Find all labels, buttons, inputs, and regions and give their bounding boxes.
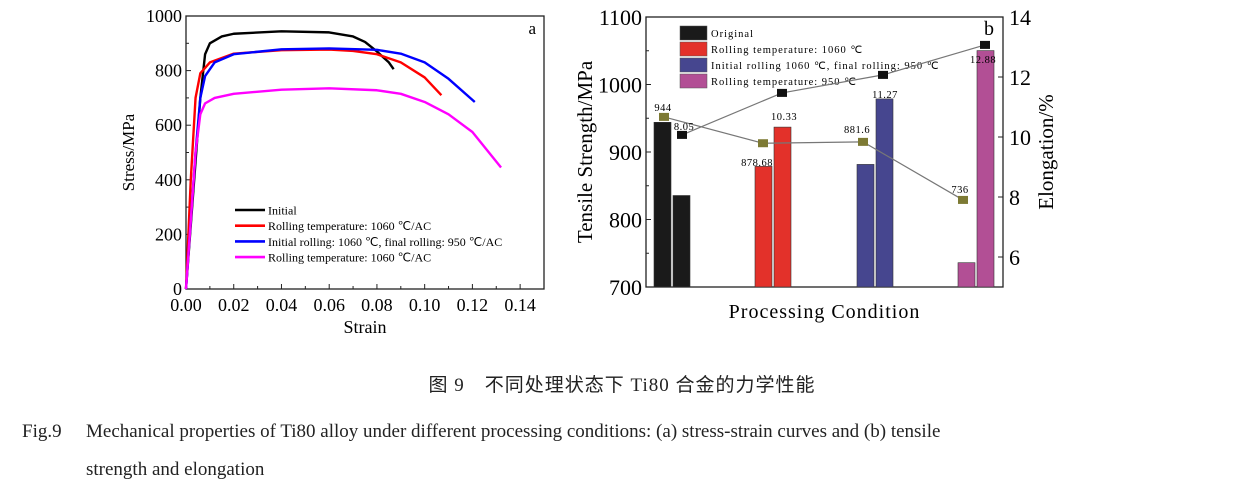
strength-bar-4 [957,262,976,288]
strength-bar-3 [856,164,875,288]
strength-marker-3 [858,137,868,146]
y-tick-label: 800 [155,61,182,81]
elongation-marker-2 [777,88,787,97]
figure: 0.00 0.02 0.04 0.06 0.08 0.10 0.12 0.14 0 200 400 6… [119,5,1058,337]
strength-bar-1 [653,122,672,288]
strength-data-label: 881.6 [844,125,870,136]
y-tick-label: 200 [155,224,182,244]
legend-label-2: Rolling temperature: 1060 ℃ [711,45,863,56]
strength-marker-2 [758,139,768,148]
caption-line-2: strength and elongation [86,459,265,480]
legend-swatch-4 [679,73,708,89]
y-tick-label: 900 [609,140,642,165]
elongation-marker-4 [980,40,990,49]
y-tick-label: 800 [609,208,642,233]
caption-chinese: 图 9 不同处理状态下 Ti80 合金的力学性能 [428,375,816,396]
stress-strain-chart: 0.00 0.02 0.04 0.06 0.08 0.10 0.12 0.14 0 200 400 6… [119,6,545,337]
y2-axis-label: Elongation/% [1034,94,1058,209]
strength-marker-1 [659,112,669,121]
strength-data-label: 944 [654,103,672,114]
strength-data-label: 736 [951,185,968,196]
x-tick-label: 0.14 [504,295,536,315]
elongation-data-label: 8.05 [674,122,694,133]
series-line-1 [184,30,395,290]
panel-label: b [984,18,994,40]
x-tick-label: 0.02 [218,295,250,315]
legend-swatch-2 [679,41,708,57]
elongation-trend-line [681,44,986,136]
y2-tick-label: 8 [1009,185,1020,210]
caption-english: Fig.9 Mechanical properties of Ti80 alloy… [22,413,1237,489]
strength-bar-2 [754,166,773,288]
plot-frame [645,16,1004,288]
y-tick-label: 700 [609,275,642,300]
caption-line-1: Mechanical properties of Ti80 alloy unde… [86,421,941,442]
elongation-data-label: 10.33 [771,112,797,123]
legend-label-2: Rolling temperature: 1060 ℃/AC [268,219,431,233]
elongation-bar-3 [875,98,894,288]
x-tick-label: 0.06 [313,295,345,315]
y-tick-label: 1000 [146,6,182,26]
y-tick-label: 1100 [599,5,642,30]
legend-label-1: Original [711,29,754,40]
y-axis-label: Tensile Strength/MPa [573,60,597,243]
strength-trend-line [663,116,964,201]
legend-swatch-3 [679,57,708,73]
elongation-marker-3 [878,70,888,79]
elongation-marker-1 [677,130,687,139]
y-tick-label: 600 [155,115,182,135]
legend-label-4: Rolling temperature: 1060 ℃/AC [268,251,431,265]
legend-label-3: Initial rolling 1060 ℃, final rolling: 9… [711,61,940,72]
elongation-bar-4 [976,50,995,288]
x-tick-label: 0.12 [457,295,489,315]
x-axis-label: Strain [344,317,387,337]
series-line-4 [184,87,502,290]
elongation-data-label: 12.88 [970,55,996,66]
panel-label: a [528,19,536,38]
y-axis-label: Stress/MPa [119,113,138,191]
elongation-bar-1 [672,195,691,288]
y2-tick-label: 12 [1009,65,1031,90]
legend-swatch-1 [679,25,708,41]
legend-label-4: Rolling temperature: 950 ℃ [711,77,857,88]
x-axis-label: Processing Condition [729,301,921,323]
x-tick-label: 0.00 [170,295,202,315]
x-tick-label: 0.10 [409,295,441,315]
x-tick-label: 0.08 [361,295,393,315]
strength-marker-4 [958,195,968,204]
strength-data-label: 878.68 [741,158,773,169]
elongation-bar-2 [773,126,792,288]
y2-tick-label: 14 [1009,5,1031,30]
y2-tick-label: 10 [1009,125,1031,150]
legend-label-3: Initial rolling: 1060 ℃, final rolling: … [268,235,502,249]
elongation-data-label: 11.27 [872,90,898,101]
y2-tick-label: 6 [1009,245,1020,270]
x-tick-label: 0.04 [266,295,298,315]
strength-elongation-chart: 700 800 900 1000 1100 6 8 10 12 14 Processing Cond… [573,5,1058,323]
y-tick-label: 0 [173,279,182,299]
legend-label-1: Initial [268,204,297,218]
series-line-3 [184,47,476,290]
y-tick-label: 1000 [598,73,642,98]
figure-label: Fig.9 [22,421,62,442]
y-tick-label: 400 [155,170,182,190]
